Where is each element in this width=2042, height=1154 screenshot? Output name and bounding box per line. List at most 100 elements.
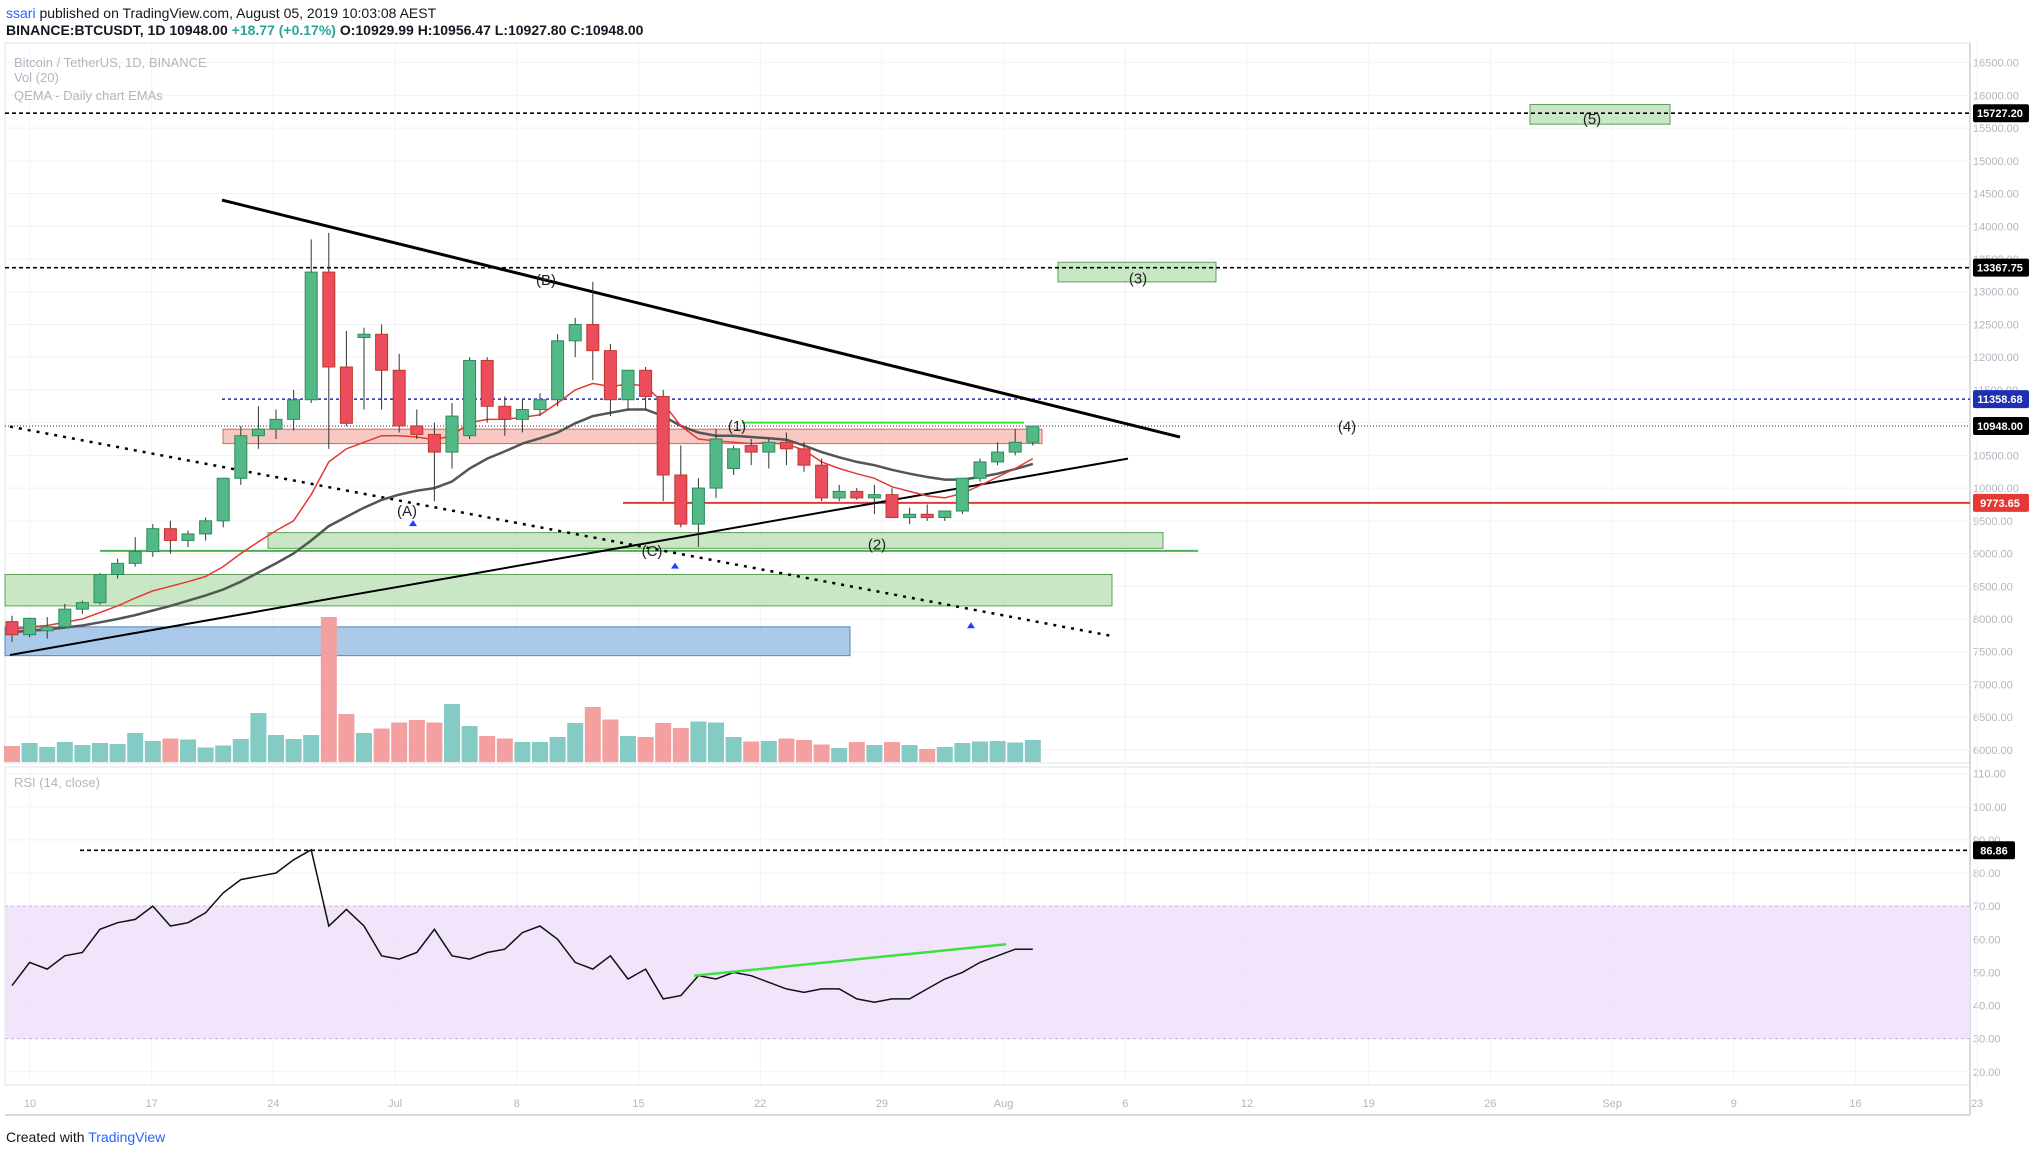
- volume-bar: [637, 737, 654, 762]
- price-tag-label: 11358.68: [1977, 394, 2022, 406]
- time-tick-label: 23: [1971, 1098, 1983, 1110]
- arrow-marker: [409, 520, 417, 527]
- rsi-tick-label: 80.00: [1973, 868, 2001, 880]
- ema-slow-line: [11, 408, 1034, 634]
- rsi-divergence-line: [693, 942, 1007, 977]
- volume-bar: [936, 747, 953, 762]
- candle-body: [691, 487, 705, 525]
- candle-body: [515, 409, 529, 420]
- candle-body: [938, 510, 952, 519]
- candle-body: [991, 451, 1005, 463]
- dotted-trendline: [9, 425, 1113, 638]
- time-tick-label: 6: [1122, 1098, 1128, 1110]
- candle-body: [251, 428, 265, 437]
- candle-body: [427, 433, 441, 453]
- wave-label: (C): [642, 543, 663, 560]
- rsi-tick-label: 100.00: [1973, 802, 2007, 814]
- time-tick-label: Sep: [1602, 1098, 1622, 1110]
- low-value: 10927.80: [507, 22, 567, 38]
- volume-bar: [831, 748, 848, 762]
- time-tick-label: 24: [267, 1098, 279, 1110]
- volume-bar: [725, 737, 742, 762]
- rsi-band: [5, 906, 1970, 1039]
- wave-label: (3): [1129, 271, 1147, 288]
- volume-bar: [373, 728, 390, 762]
- candle-body: [392, 369, 406, 427]
- candle-body: [23, 617, 37, 636]
- price-tick-label: 8000.00: [1973, 614, 2013, 626]
- rsi-line: [11, 848, 1033, 1003]
- author-link[interactable]: ssari: [6, 5, 36, 21]
- volume-bar: [972, 741, 988, 762]
- volume-bar: [954, 743, 971, 762]
- rsi-tick-label: 40.00: [1973, 1001, 2001, 1013]
- time-tick-label: 29: [876, 1098, 888, 1110]
- open-label: O:: [339, 22, 356, 38]
- descending-trendline: [221, 198, 1181, 439]
- support-zone-2: [4, 573, 1113, 607]
- candle-body: [815, 464, 829, 499]
- price-tag-label: 13367.75: [1977, 263, 2023, 275]
- candle-body: [903, 513, 917, 519]
- candle-body: [656, 395, 670, 476]
- price-tick-label: 12500.00: [1973, 319, 2019, 331]
- price-tag-label: 9773.65: [1980, 498, 2020, 510]
- tradingview-brand[interactable]: TradingView: [88, 1129, 166, 1145]
- candle-body: [586, 323, 600, 352]
- volume-bar: [144, 741, 161, 762]
- candle-body: [357, 333, 371, 339]
- price-tick-label: 7500.00: [1973, 647, 2013, 659]
- wave-label: (4): [1338, 419, 1356, 436]
- created-with-text: Created with: [6, 1129, 85, 1145]
- rsi-level-tag: [1973, 841, 2015, 860]
- footer: Created with TradingView: [6, 1129, 165, 1145]
- volume-bar: [4, 746, 20, 762]
- price-tick-label: 12000.00: [1973, 352, 2019, 364]
- candle-body: [709, 438, 723, 489]
- arrow-marker: [671, 562, 679, 569]
- candle-body: [287, 399, 301, 420]
- price-tick-label: 13000.00: [1973, 287, 2019, 299]
- volume-bar: [584, 707, 601, 762]
- volume-bar: [620, 736, 636, 762]
- candle-body: [850, 490, 864, 499]
- candle-body: [199, 520, 213, 535]
- volume-bar: [338, 714, 355, 762]
- close-label: C:: [570, 22, 586, 38]
- time-tick-label: 16: [1849, 1098, 1861, 1110]
- candle-body: [322, 271, 336, 368]
- volume-bar: [426, 722, 443, 762]
- publish-line: ssari published on TradingView.com, Augu…: [6, 5, 436, 21]
- candle-body: [603, 350, 617, 401]
- candle-body: [568, 323, 582, 342]
- candle-body: [5, 621, 19, 636]
- open-value: 10929.99: [355, 22, 414, 38]
- price-tick-label: 7000.00: [1973, 679, 2013, 691]
- candle-body: [832, 490, 846, 499]
- volume-bar: [602, 719, 619, 762]
- candle-body: [973, 461, 987, 479]
- candle-body: [269, 418, 283, 430]
- volume-bar: [655, 723, 672, 762]
- volume-bar: [391, 722, 408, 762]
- wave5-target-zone: [1529, 104, 1671, 125]
- price-change: +18.77 (+0.17%): [231, 22, 336, 38]
- candle-body: [410, 425, 424, 435]
- price-tick-label: 9500.00: [1973, 516, 2013, 528]
- volume-bar: [532, 742, 548, 762]
- candle-body: [727, 448, 741, 469]
- price-tag: [1973, 390, 2029, 409]
- volume-bar: [901, 745, 918, 762]
- candle-body: [779, 441, 793, 450]
- price-tick-label: 15500.00: [1973, 123, 2019, 135]
- volume-bar: [672, 728, 689, 762]
- volume-bar: [866, 745, 883, 762]
- symbol: BINANCE:BTCUSDT, 1D: [6, 22, 166, 38]
- publish-info: published on TradingView.com, August 05,…: [39, 5, 437, 21]
- volume-bar: [796, 740, 812, 762]
- volume-bar: [1024, 740, 1041, 762]
- rsi-tick-label: 70.00: [1973, 901, 2001, 913]
- rsi-tick-label: 30.00: [1973, 1034, 2001, 1046]
- time-tick-label: 10: [24, 1098, 36, 1110]
